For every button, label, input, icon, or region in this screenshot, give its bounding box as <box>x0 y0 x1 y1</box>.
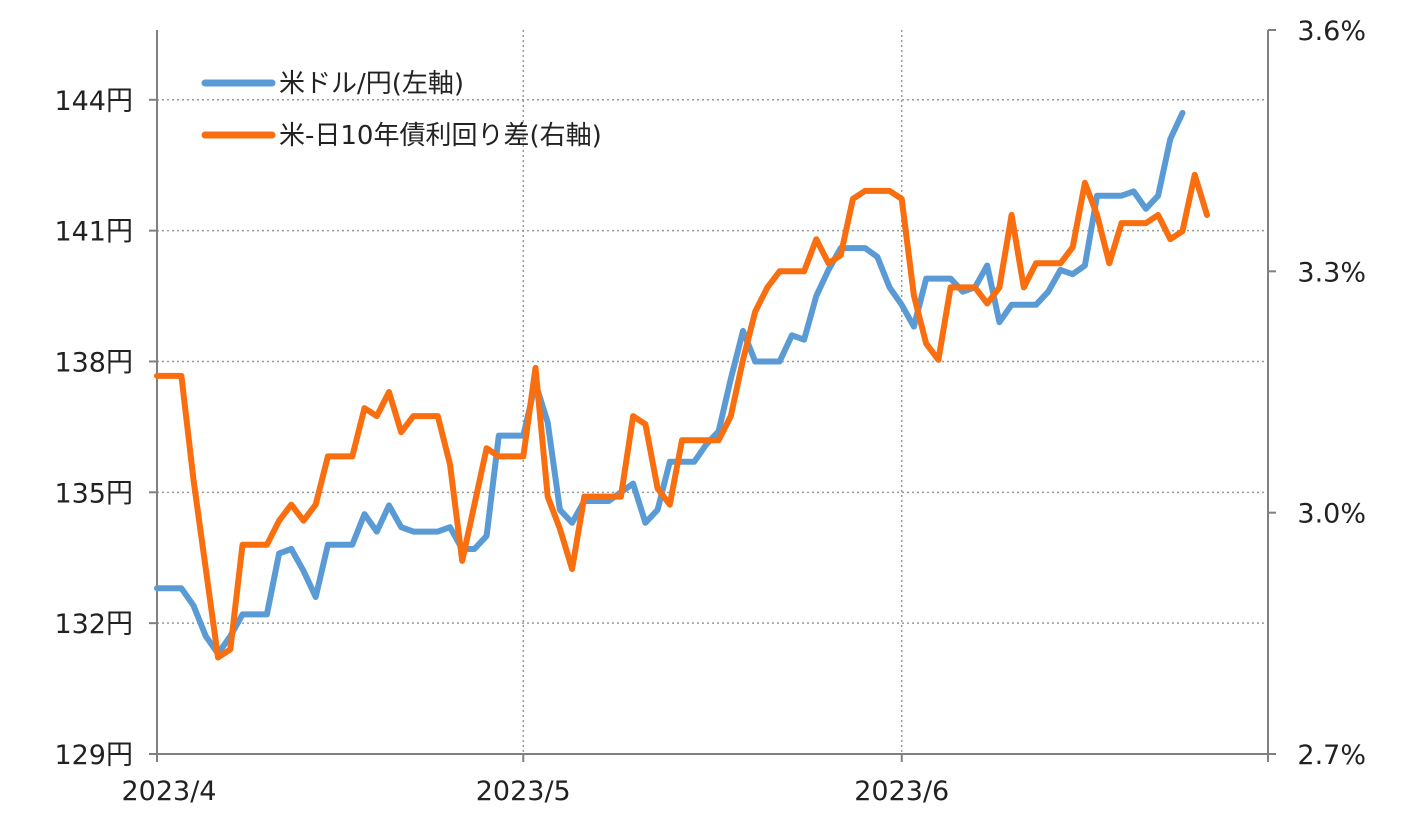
left-y-tick-label: 144円 <box>54 86 133 117</box>
left-y-tick-label: 132円 <box>54 609 133 640</box>
legend-label: 米-日10年債利回り差(右軸) <box>279 121 602 151</box>
right-y-tick-label: 2.7% <box>1297 740 1366 771</box>
legend-label: 米ドル/円(左軸) <box>279 69 464 99</box>
gridlines <box>157 30 1268 754</box>
x-tick-label: 2023/6 <box>854 776 949 807</box>
x-tick-label: 2023/4 <box>122 776 217 807</box>
left-y-tick-label: 135円 <box>54 478 133 509</box>
left-y-tick-label: 138円 <box>54 347 133 378</box>
axes <box>149 29 1276 762</box>
left-y-tick-label: 129円 <box>54 740 133 771</box>
tick-labels: 129円 132円 135円 138円 141円 144円 2.7% 3.0% 3.3% 3.6%… <box>54 16 1366 807</box>
left-y-tick-label: 141円 <box>54 217 133 248</box>
usd-jpy-line <box>154 109 1186 657</box>
series-lines <box>154 109 1210 661</box>
right-y-tick-label: 3.6% <box>1297 16 1366 47</box>
x-tick-label: 2023/5 <box>476 776 571 807</box>
right-y-tick-label: 3.3% <box>1297 257 1366 288</box>
yield-spread-line <box>154 171 1210 661</box>
legend: 米ドル/円(左軸) 米-日10年債利回り差(右軸) <box>201 69 602 151</box>
right-y-tick-label: 3.0% <box>1297 499 1366 530</box>
